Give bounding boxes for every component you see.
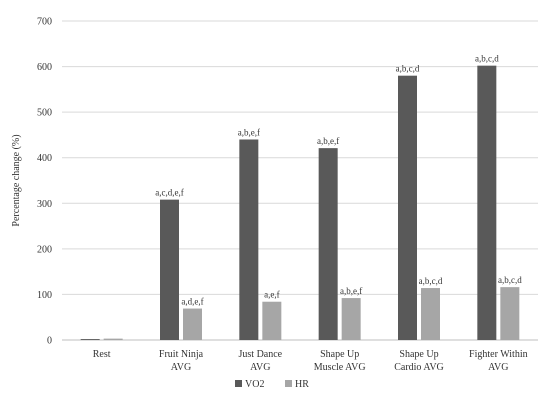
category-label: Shape Up Cardio AVG	[394, 349, 444, 373]
bar-vo2	[160, 199, 179, 340]
legend-label-hr: HR	[295, 379, 309, 390]
legend: VO2 HR	[235, 379, 309, 390]
bar-annotation: a,b,e,f	[340, 286, 362, 296]
category-label-line: AVG	[171, 362, 191, 373]
bar-vo2	[398, 75, 417, 340]
category-label-line: Fruit Ninja	[159, 349, 204, 360]
bar-annotation: a,b,c,d	[419, 276, 443, 286]
category-label: Shape Up Muscle AVG	[314, 349, 366, 373]
legend-swatch-hr	[285, 380, 292, 387]
y-tick-label: 100	[37, 290, 52, 301]
bar-hr	[103, 338, 123, 340]
category-label-line: Muscle AVG	[314, 362, 366, 373]
bar-annotation: a,b,e,f	[317, 136, 339, 146]
category-label: Just Dance AVG	[239, 349, 283, 373]
category-label-line: Fighter Within	[469, 349, 528, 360]
legend-swatch-vo2	[235, 380, 242, 387]
bar-vo2	[477, 65, 497, 340]
category-labels: Rest Fruit Ninja AVG Just Dance AVG Shape Up M…	[93, 349, 528, 373]
bar-vo2	[239, 139, 259, 340]
category-label: Rest	[93, 349, 111, 360]
y-tick-label: 400	[37, 153, 52, 164]
bar-vo2	[80, 339, 100, 340]
bar-annotation: a,b,c,d	[498, 275, 522, 285]
category-label: Fruit Ninja AVG	[159, 349, 204, 373]
bar-annotation: a,b,e,f	[238, 127, 260, 137]
y-tick-label: 700	[37, 17, 52, 28]
bar-hr	[500, 287, 520, 340]
category-label-line: Just Dance	[239, 349, 283, 360]
y-axis-title: Percentage change (%)	[11, 134, 22, 226]
category-label-line: AVG	[488, 362, 508, 373]
bar-annotation: a,c,d,e,f	[155, 188, 183, 198]
bar-annotation: a,d,e,f	[181, 297, 203, 307]
category-label-line: Cardio AVG	[394, 362, 444, 373]
bar-annotation: a,b,c,d	[475, 54, 499, 64]
y-tick-label: 600	[37, 62, 52, 73]
y-tick-label: 500	[37, 108, 52, 119]
category-label-line: AVG	[250, 362, 270, 373]
bars: a,c,d,e,f a,d,e,f a,b,e,f a,e,f a,b,e,f a,b,e…	[80, 54, 522, 340]
category-label-line: Rest	[93, 349, 111, 360]
bar-vo2	[318, 148, 338, 340]
bar-hr	[262, 301, 282, 340]
y-axis-ticks: 0 100 200 300 400 500 600 700	[37, 17, 52, 347]
bar-annotation: a,e,f	[264, 290, 280, 300]
category-label-line: Shape Up	[399, 349, 438, 360]
y-tick-label: 0	[47, 336, 52, 347]
y-tick-label: 300	[37, 199, 52, 210]
bar-hr	[341, 298, 361, 340]
gridlines	[62, 20, 538, 341]
category-label: Fighter Within AVG	[469, 349, 528, 373]
legend-label-vo2: VO2	[245, 379, 264, 390]
bar-hr	[421, 288, 440, 340]
category-label-line: Shape Up	[320, 349, 359, 360]
y-tick-label: 200	[37, 244, 52, 255]
bar-annotation: a,b,c,d	[396, 64, 420, 74]
bar-hr	[183, 308, 202, 340]
